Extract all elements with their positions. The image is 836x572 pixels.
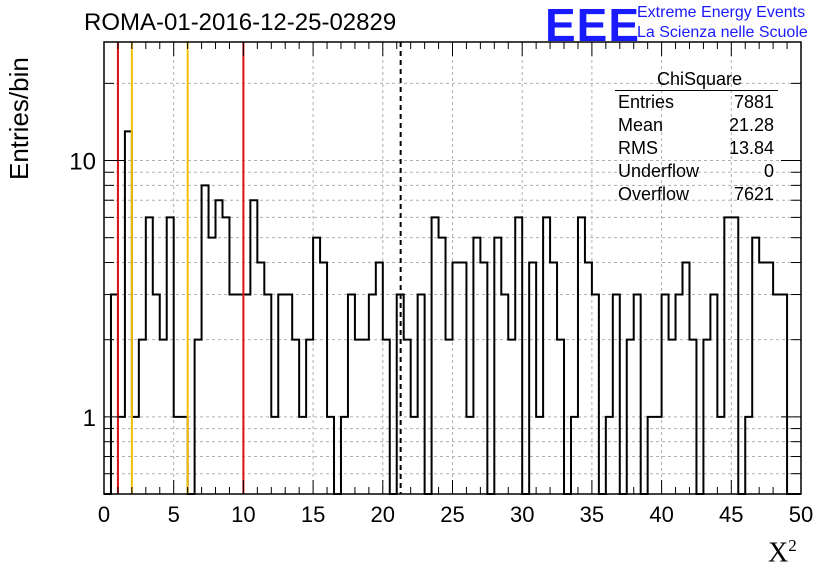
histogram-bin [543,217,550,494]
logo-subtitle-2: La Scienza nelle Scuole [637,24,808,41]
histogram-bin [501,295,508,494]
x-axis-label: X2 [768,536,797,569]
stats-label: Mean [618,115,664,135]
histogram-bin [710,295,717,494]
histogram-bin [146,217,153,494]
histogram-bin [773,295,780,494]
histogram-bin [418,295,425,494]
histogram-bin [167,217,174,494]
x-tick-label: 25 [440,502,464,527]
reference-lines [116,42,402,494]
histogram-bin [592,295,599,494]
histogram-bin [529,263,536,494]
stats-row-underflow: Underflow 0 [611,160,778,183]
y-tick-label: 1 [83,405,96,432]
histogram-bin [634,295,641,494]
histogram-bin [348,295,355,494]
histogram-bin [216,200,223,494]
histogram-outline [104,130,801,495]
histogram-bin [780,295,787,494]
stats-label: RMS [618,138,658,158]
histogram-bin [250,200,257,494]
x-tick-label: 50 [789,502,813,527]
stats-value: 13.84 [728,138,774,158]
stats-value: 7881 [733,92,774,112]
histogram-bin [473,238,480,494]
histogram-bin [257,263,264,494]
histogram-bin [320,263,327,494]
tick-labels: 0 5 10 15 20 25 30 35 40 45 50 1 10 [69,149,813,527]
histogram-bin [480,263,487,494]
histogram-bin [432,217,439,494]
stats-label: Entries [618,92,675,112]
stats-label: Underflow [618,161,700,181]
x-tick-label: 0 [98,502,110,527]
histogram-bin [494,238,501,494]
histogram-bin [111,295,118,494]
histogram-bin [724,217,731,494]
histogram-bin [731,217,738,494]
histogram-bin [376,263,383,494]
x-tick-label: 20 [371,502,395,527]
histogram-bin [683,263,690,494]
x-tick-label: 35 [580,502,604,527]
stats-row-entries: Entries 7881 [611,91,778,114]
histogram-bin [229,295,236,494]
stats-row-rms: RMS 13.84 [611,137,778,160]
eee-logo: EEE [545,0,641,51]
stats-divider [615,90,778,91]
histogram-bin [766,263,773,494]
y-axis-label: Entries/bin [4,57,34,180]
histogram-bin [550,263,557,494]
histogram-bin [453,263,460,494]
histogram-bin [236,295,243,494]
x-tick-label: 15 [301,502,325,527]
stats-label: Overflow [618,184,690,204]
x-tick-label: 10 [231,502,255,527]
stats-row-overflow: Overflow 7621 [611,183,778,206]
stats-box: ChiSquare Entries 7881 Mean 21.28 RMS 13… [611,68,778,206]
histogram-bin [209,238,216,494]
histogram-bin [243,295,250,494]
stats-value: 0 [763,161,774,181]
x-tick-label: 40 [649,502,673,527]
chart-title: ROMA-01-2016-12-25-02829 [84,9,397,36]
histogram-bin [515,217,522,494]
histogram-bin [153,295,160,494]
histogram-bin [578,217,585,494]
x-axis-label-symbol: X [768,537,789,569]
stats-value: 21.28 [728,115,774,135]
stats-title: ChiSquare [656,69,743,89]
histogram-bin [459,263,466,494]
histogram-bin [285,295,292,494]
stats-value: 7621 [733,184,774,204]
histogram-bin [439,238,446,494]
histogram-bin [759,263,766,494]
histogram-bin [585,263,592,494]
histogram-bin [264,295,271,494]
histogram-bin [676,295,683,494]
histogram-bin [313,238,320,494]
x-tick-label: 45 [719,502,743,527]
histogram-bin [222,217,229,494]
axis-ticks [103,42,802,495]
x-axis-label-superscript: 2 [788,536,797,555]
x-tick-label: 30 [510,502,534,527]
histogram-bin [278,295,285,494]
y-tick-label: 10 [69,149,96,176]
histogram-bin [752,238,759,494]
histogram-series [104,130,801,495]
histogram-bin [369,295,376,494]
x-tick-label: 5 [168,502,180,527]
stats-row-mean: Mean 21.28 [611,114,778,137]
logo-subtitle-1: Extreme Energy Events [637,4,806,21]
histogram-bin [662,295,669,494]
histogram-bin [613,295,620,494]
